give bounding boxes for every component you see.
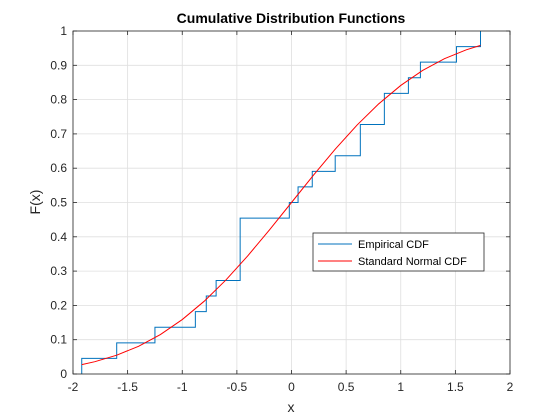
y-tick-label: 0.5 [50, 196, 67, 210]
x-tick-label: -1.5 [117, 380, 138, 394]
x-tick-label: 2 [507, 380, 514, 394]
y-tick-label: 0.9 [50, 58, 67, 72]
grid [72, 30, 511, 375]
series-standard-normal-cdf [81, 44, 481, 366]
x-axis-label: x [288, 399, 295, 415]
legend-label-empirical: Empirical CDF [358, 239, 429, 251]
x-tick-label: -0.5 [227, 380, 248, 394]
x-tick-label: -2 [68, 380, 79, 394]
x-tick-label: 1 [397, 380, 404, 394]
y-axis-label: F(x) [27, 190, 43, 215]
y-tick-label: 0.3 [50, 264, 67, 278]
y-tick-label: 1 [60, 24, 67, 38]
ticks [72, 30, 511, 375]
y-tick-label: 0 [60, 367, 67, 381]
x-tick-label: -1 [177, 380, 188, 394]
y-tick-label: 0.4 [50, 230, 67, 244]
chart-title: Cumulative Distribution Functions [177, 10, 406, 26]
legend-box [312, 232, 485, 272]
series-layer [81, 31, 481, 374]
y-tick-label: 0.8 [50, 93, 67, 107]
y-tick-label: 0.1 [50, 333, 67, 347]
x-tick-label: 0 [288, 380, 295, 394]
y-tick-label: 0.2 [50, 298, 67, 312]
x-tick-labels: -2 -1.5 -1 -0.5 0 0.5 1 1.5 2 [68, 380, 514, 394]
y-tick-label: 0.7 [50, 127, 67, 141]
y-tick-labels: 0 0.1 0.2 0.3 0.4 0.5 0.6 0.7 0.8 0.9 1 [50, 24, 67, 381]
legend: Empirical CDF Standard Normal CDF [312, 232, 485, 272]
y-tick-label: 0.6 [50, 161, 67, 175]
legend-label-normal: Standard Normal CDF [358, 256, 467, 268]
x-tick-label: 1.5 [447, 380, 464, 394]
x-tick-label: 0.5 [338, 380, 355, 394]
